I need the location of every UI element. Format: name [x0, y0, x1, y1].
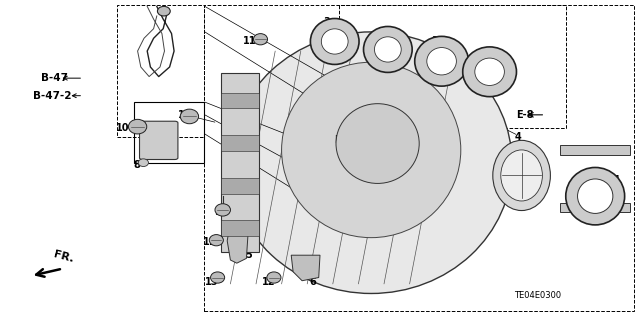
Ellipse shape: [209, 234, 223, 246]
Ellipse shape: [138, 159, 148, 167]
FancyBboxPatch shape: [140, 121, 178, 160]
Ellipse shape: [157, 6, 170, 16]
Polygon shape: [291, 255, 320, 281]
Ellipse shape: [463, 47, 516, 97]
Ellipse shape: [310, 19, 359, 64]
Ellipse shape: [336, 104, 419, 183]
Ellipse shape: [500, 150, 542, 201]
Text: 8: 8: [133, 160, 140, 170]
Text: 3: 3: [480, 49, 486, 59]
Text: 14: 14: [177, 110, 191, 120]
Ellipse shape: [211, 272, 225, 283]
Ellipse shape: [475, 58, 504, 85]
Bar: [560, 203, 630, 212]
Text: 2: 2: [598, 196, 605, 206]
Text: E-2: E-2: [225, 182, 243, 192]
Bar: [221, 178, 259, 194]
Bar: [339, 5, 566, 128]
Bar: [221, 220, 259, 236]
Bar: [221, 93, 259, 108]
Text: 6: 6: [309, 277, 316, 287]
Text: FR.: FR.: [52, 249, 75, 264]
Ellipse shape: [321, 29, 348, 54]
Ellipse shape: [374, 37, 401, 62]
FancyBboxPatch shape: [221, 73, 259, 252]
Bar: [560, 145, 630, 155]
Bar: [117, 5, 204, 137]
Ellipse shape: [282, 62, 461, 238]
Ellipse shape: [427, 48, 456, 75]
Text: B-47-2: B-47-2: [33, 91, 72, 101]
Bar: [204, 5, 634, 311]
Text: B-47: B-47: [41, 73, 68, 83]
Text: TE04E0300: TE04E0300: [514, 291, 561, 300]
Ellipse shape: [215, 204, 230, 216]
Ellipse shape: [180, 109, 198, 124]
Ellipse shape: [566, 167, 625, 225]
Text: 13: 13: [204, 277, 218, 287]
Text: 3: 3: [378, 27, 384, 37]
Text: 5: 5: [245, 250, 252, 260]
Text: 3: 3: [432, 36, 438, 47]
Text: 9: 9: [214, 207, 221, 217]
Ellipse shape: [415, 36, 468, 86]
Text: E-8: E-8: [516, 110, 534, 120]
Polygon shape: [227, 230, 248, 263]
Text: 12: 12: [262, 277, 276, 287]
Bar: [221, 135, 259, 151]
Ellipse shape: [267, 272, 281, 283]
Text: 10: 10: [116, 122, 130, 133]
Text: 3: 3: [323, 17, 330, 27]
Ellipse shape: [253, 33, 268, 45]
Text: 1: 1: [614, 175, 621, 185]
Ellipse shape: [230, 32, 512, 293]
Text: 7: 7: [145, 140, 152, 150]
Ellipse shape: [493, 140, 550, 211]
Text: 4: 4: [515, 132, 522, 142]
Ellipse shape: [364, 26, 412, 72]
Text: E-2: E-2: [333, 135, 351, 145]
Text: 11: 11: [203, 237, 217, 248]
Ellipse shape: [577, 179, 613, 213]
Bar: [134, 102, 204, 163]
Ellipse shape: [129, 119, 147, 134]
Text: 11: 11: [243, 36, 257, 47]
